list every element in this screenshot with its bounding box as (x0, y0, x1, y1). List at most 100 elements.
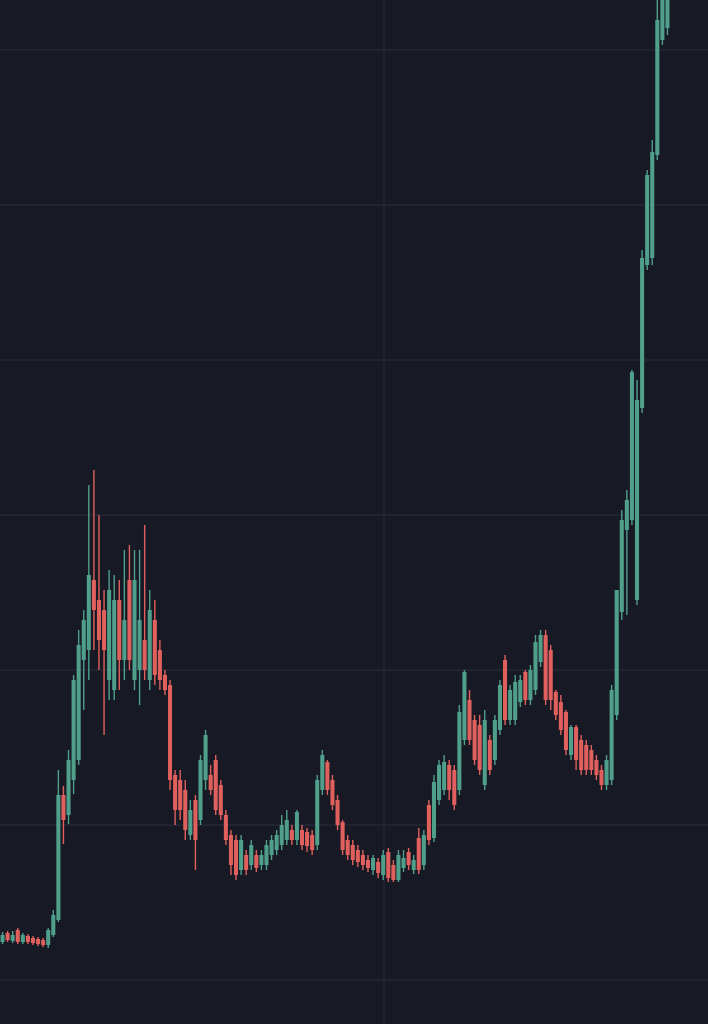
candle-body (117, 600, 122, 660)
candle-body (401, 858, 406, 868)
candle-body (360, 855, 365, 865)
candle-body (15, 930, 20, 942)
candle-body (574, 727, 579, 760)
candle-body (213, 760, 218, 810)
candle-body (259, 855, 264, 865)
candle-body (81, 620, 86, 660)
candle-body (533, 642, 538, 690)
candle-body (391, 865, 396, 880)
candle-body (178, 780, 183, 810)
candle-body (599, 770, 604, 785)
candle-body (396, 855, 401, 880)
candle-body (0, 935, 5, 942)
candle-body (162, 675, 167, 690)
candle-body (584, 745, 589, 770)
candle-body (609, 690, 614, 780)
candle-body (157, 650, 162, 680)
candle-body (315, 780, 320, 845)
candle-body (416, 838, 421, 870)
candle-body (289, 830, 294, 840)
candle-body (299, 830, 305, 845)
candle-body (340, 822, 345, 850)
candle-body (76, 645, 81, 760)
candle-body (30, 938, 36, 943)
candle-body (147, 610, 152, 680)
candle-body (203, 735, 208, 780)
candle-body (467, 700, 472, 740)
candle-body (345, 840, 350, 855)
candle-body (46, 930, 51, 945)
candles (0, 0, 670, 948)
candle-body (132, 580, 137, 680)
candle-body (503, 660, 508, 720)
candle-body (426, 805, 431, 840)
candle-body (619, 520, 624, 612)
candle-body (411, 860, 416, 870)
candle-body (102, 610, 107, 650)
candle-body (604, 760, 609, 785)
candle-body (457, 712, 462, 790)
candle-body (406, 852, 411, 865)
candle-body (71, 680, 76, 780)
candle-body (513, 682, 518, 720)
candle-body (91, 580, 96, 610)
candle-body (386, 852, 391, 878)
candle-body (218, 785, 223, 815)
candle-body (5, 933, 10, 940)
candle-body (274, 835, 279, 850)
candle-body (447, 765, 452, 790)
candle-body (350, 845, 355, 860)
candle-body (142, 640, 147, 670)
candle-body (624, 500, 629, 530)
candle-body (335, 800, 340, 825)
candle-body (442, 762, 447, 790)
candle-body (25, 936, 30, 942)
candle-body (579, 740, 584, 770)
candle-body (254, 855, 259, 868)
candle-body (548, 650, 553, 700)
candle-body (193, 800, 198, 840)
candle-body (462, 672, 467, 740)
candle-body (487, 740, 492, 770)
candle-body (66, 760, 71, 815)
candle-body (320, 755, 325, 790)
candle-body (563, 712, 568, 750)
candle-body (568, 727, 574, 755)
grid (0, 49, 708, 981)
candle-body (137, 620, 142, 670)
candle-body (381, 855, 386, 875)
candle-body (223, 815, 228, 840)
candle-body (198, 760, 203, 820)
candle-body (477, 725, 482, 770)
candle-body (249, 845, 254, 865)
candle-body (112, 600, 117, 690)
candle-body (127, 580, 132, 660)
candle-body (528, 670, 533, 700)
candle-body (431, 782, 437, 838)
candle-body (41, 940, 46, 945)
candle-body (208, 775, 213, 790)
candle-body (421, 835, 426, 865)
candle-body (173, 775, 178, 810)
candle-body (518, 680, 523, 702)
candle-body (523, 672, 528, 700)
candle-body (645, 175, 650, 265)
candle-body (614, 590, 619, 715)
candle-body (589, 750, 594, 770)
candle-body (492, 720, 497, 760)
candle-body (305, 832, 310, 846)
candle-body (325, 762, 330, 790)
candle-body (168, 685, 173, 780)
candle-body (86, 575, 91, 650)
candle-body (244, 855, 249, 870)
candle-body (122, 620, 127, 660)
candle-body (310, 835, 315, 850)
candle-body (538, 635, 543, 662)
candle-body (330, 780, 335, 805)
candle-body (152, 620, 157, 675)
candle-body (629, 372, 634, 520)
candle-body (294, 812, 299, 840)
candle-body (51, 915, 56, 935)
